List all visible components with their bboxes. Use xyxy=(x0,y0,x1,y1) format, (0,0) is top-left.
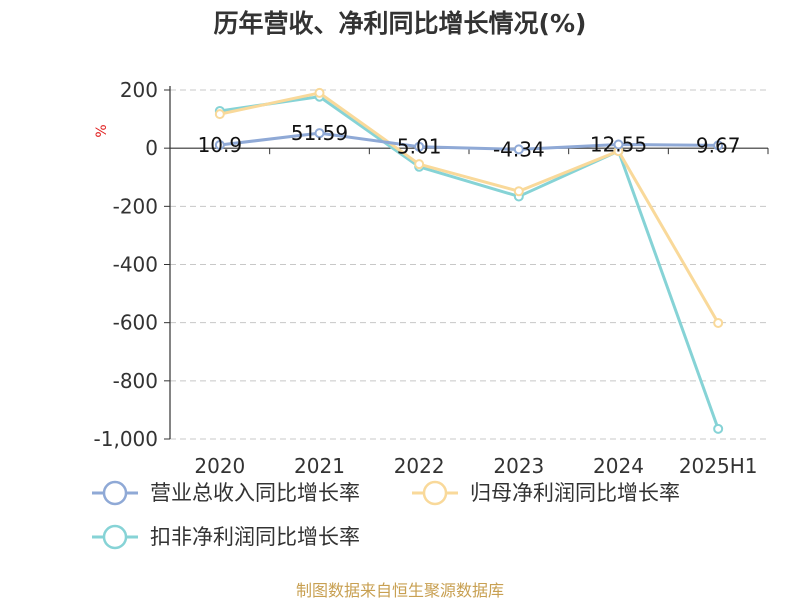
data-point xyxy=(214,139,225,150)
data-point xyxy=(214,109,225,120)
source-note: 制图数据来自恒生聚源数据库 xyxy=(296,581,504,600)
chart-title: 历年营收、净利同比增长情况(%) xyxy=(214,9,587,38)
legend-item-1: 营业总收入同比增长率 xyxy=(92,480,360,506)
legend-label: 营业总收入同比增长率 xyxy=(150,481,360,505)
y-tick-label: -800 xyxy=(113,369,158,393)
legend-label: 扣非净利润同比增长率 xyxy=(150,525,360,549)
data-label: 5.01 xyxy=(397,135,442,159)
data-point xyxy=(713,140,724,151)
x-tick-label: 2020 xyxy=(194,454,245,478)
grid xyxy=(170,89,768,440)
data-label: -4.34 xyxy=(493,137,545,161)
legend-item-3: 扣非净利润同比增长率 xyxy=(92,524,360,550)
data-point xyxy=(314,87,325,98)
y-tick-labels: 200 0 -200 -400 -600 -800 -1,000 xyxy=(94,78,158,451)
data-label: 10.9 xyxy=(198,133,243,157)
x-tick-label: 2022 xyxy=(394,454,445,478)
data-label: 9.67 xyxy=(696,133,741,157)
legend-swatch-marker xyxy=(102,524,128,550)
x-tick-label: 2021 xyxy=(294,454,345,478)
y-tick-label: 200 xyxy=(120,78,158,102)
series-group xyxy=(214,87,724,434)
data-point xyxy=(713,317,724,328)
data-point xyxy=(513,186,524,197)
legend-label: 归母净利润同比增长率 xyxy=(470,481,680,505)
data-point xyxy=(713,423,724,434)
x-tick-labels: 2020 2021 2022 2023 2024 2025H1 xyxy=(194,454,757,478)
y-tick-label: -1,000 xyxy=(94,427,158,451)
y-tick-label: -600 xyxy=(113,311,158,335)
series-line xyxy=(219,131,719,151)
x-tick-label: 2025H1 xyxy=(679,454,758,478)
data-point xyxy=(314,128,325,139)
y-tick-label: 0 xyxy=(145,136,158,160)
series-line xyxy=(219,91,720,324)
legend-swatch-marker xyxy=(102,480,128,506)
x-tick-label: 2024 xyxy=(593,454,644,478)
y-tick-label: -200 xyxy=(113,194,158,218)
data-point xyxy=(513,144,524,155)
series-1 xyxy=(214,128,724,155)
axes xyxy=(164,86,769,440)
data-label: 12.55 xyxy=(590,133,647,157)
x-tick-label: 2023 xyxy=(493,454,544,478)
y-tick-label: -400 xyxy=(113,253,158,277)
series-line xyxy=(219,95,720,430)
data-label: 51.59 xyxy=(291,121,348,145)
y-axis-unit-label: % xyxy=(94,124,110,137)
legend-swatch-marker xyxy=(422,480,448,506)
data-labels: 10.9 51.59 5.01 -4.34 12.55 9.67 xyxy=(198,121,741,161)
legend-item-2: 归母净利润同比增长率 xyxy=(412,480,680,506)
data-point xyxy=(613,139,624,150)
data-point xyxy=(414,159,425,170)
data-point xyxy=(414,141,425,152)
